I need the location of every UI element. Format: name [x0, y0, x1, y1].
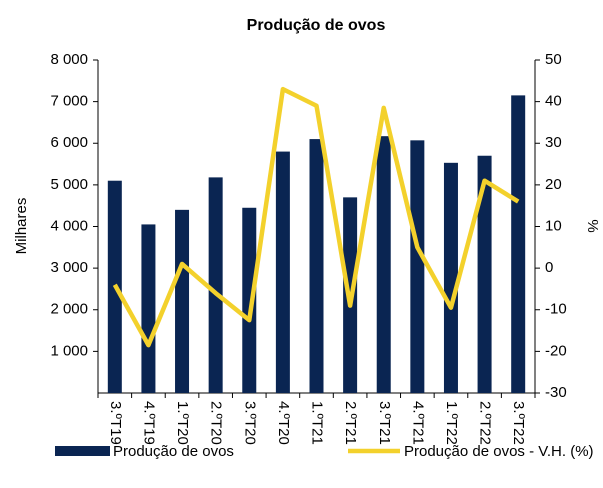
y2-tick-label: 40: [545, 93, 562, 110]
x-tick-label: 3.ºT22: [510, 401, 527, 445]
y2-axis-label: %: [584, 219, 601, 232]
bar: [477, 155, 492, 393]
y2-tick-label: 20: [545, 176, 562, 193]
bar: [511, 95, 526, 393]
bar: [175, 209, 190, 393]
x-tick-label: 1.ºT22: [443, 401, 460, 445]
x-tick-label: 4.ºT19: [140, 401, 157, 445]
y-axis-label: Milhares: [13, 198, 30, 255]
y2-tick-label: 30: [545, 134, 562, 151]
bar: [275, 151, 290, 393]
x-tick-label: 4.ºT21: [409, 401, 426, 445]
y-tick-label: 1 000: [50, 342, 88, 359]
y2-tick-label: 50: [545, 51, 562, 68]
bar: [309, 139, 324, 393]
legend-swatch: [55, 446, 110, 456]
y2-tick-label: 0: [545, 259, 553, 276]
bar: [208, 177, 223, 393]
y2-tick-label: 10: [545, 217, 562, 234]
bar: [141, 224, 156, 393]
y2-tick-label: -30: [545, 384, 567, 401]
y-tick-label: 4 000: [50, 217, 88, 234]
y2-tick-label: -10: [545, 301, 567, 318]
legend-label: Produção de ovos: [113, 443, 234, 460]
bar: [376, 136, 391, 393]
legend-label: Produção de ovos - V.H. (%): [404, 443, 594, 460]
bar: [443, 162, 458, 393]
chart-title: Produção de ovos: [247, 17, 386, 34]
y-tick-label: 3 000: [50, 259, 88, 276]
x-tick-label: 3.ºT20: [241, 401, 258, 445]
y-tick-label: 7 000: [50, 93, 88, 110]
x-tick-label: 1.ºT20: [174, 401, 191, 445]
y-tick-label: 8 000: [50, 51, 88, 68]
y-tick-label: 5 000: [50, 176, 88, 193]
x-tick-label: 2.ºT21: [342, 401, 359, 445]
y-tick-label: 6 000: [50, 134, 88, 151]
x-tick-label: 1.ºT21: [309, 401, 326, 445]
x-tick-label: 3.ºT21: [376, 401, 393, 445]
y2-tick-label: -20: [545, 342, 567, 359]
x-tick-label: 2.ºT20: [208, 401, 225, 445]
x-tick-label: 2.ºT22: [477, 401, 494, 445]
x-tick-label: 3.ºT19: [107, 401, 124, 445]
y-tick-label: 2 000: [50, 301, 88, 318]
bar: [410, 140, 425, 393]
bar: [242, 207, 257, 393]
x-tick-label: 4.ºT20: [275, 401, 292, 445]
line: [112, 86, 520, 348]
